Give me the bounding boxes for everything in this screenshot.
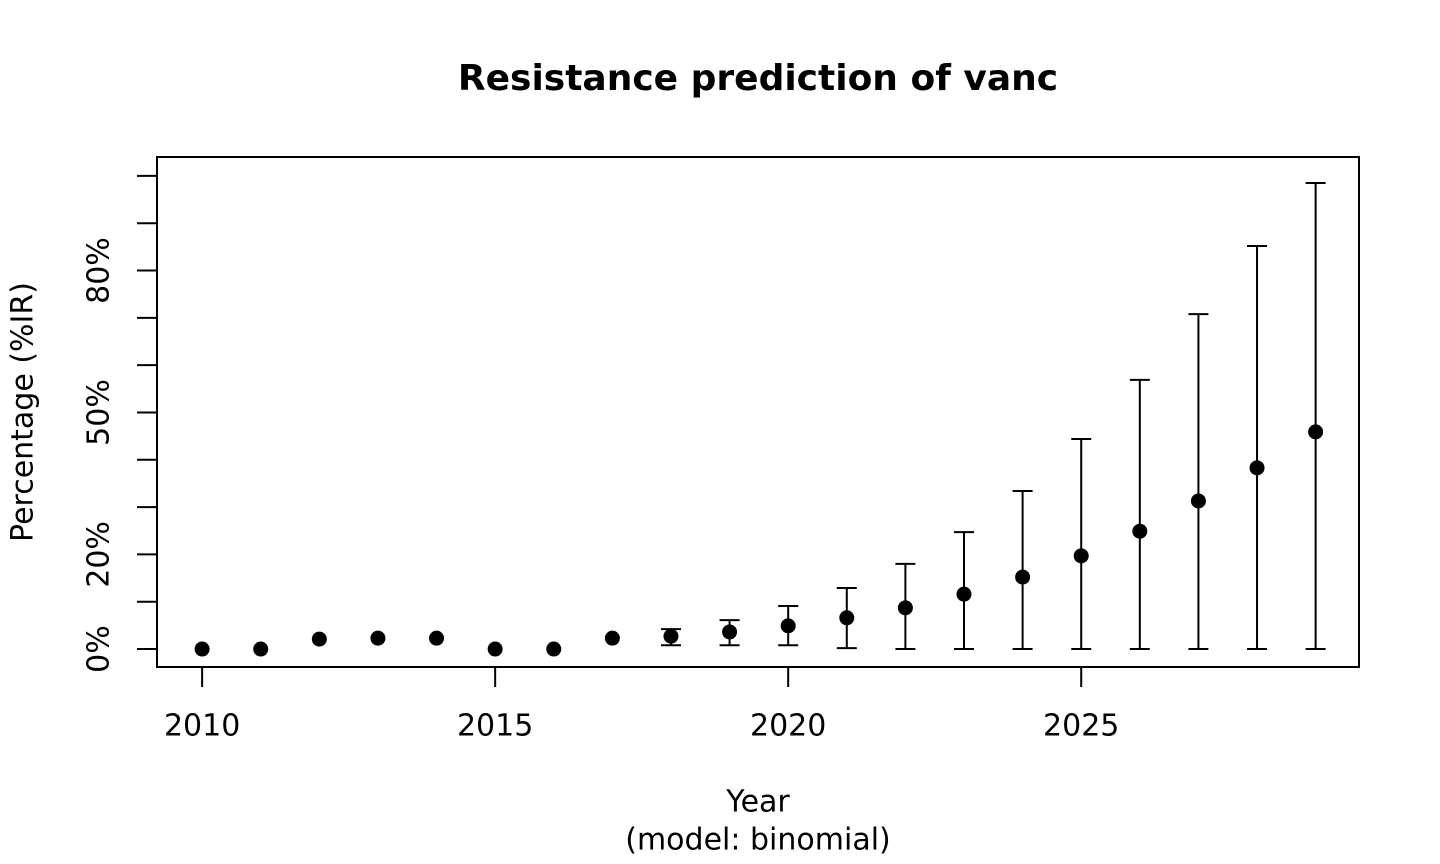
point bbox=[1190, 493, 1206, 509]
point bbox=[253, 641, 269, 657]
point bbox=[1132, 523, 1148, 539]
point bbox=[1249, 460, 1265, 476]
point bbox=[604, 630, 620, 646]
y-tick-label: 0% bbox=[82, 625, 117, 673]
point bbox=[956, 586, 972, 602]
point bbox=[780, 618, 796, 634]
x-axis-label: Year bbox=[725, 785, 790, 820]
x-tick-label: 2020 bbox=[750, 709, 826, 744]
point bbox=[429, 630, 445, 646]
point bbox=[897, 600, 913, 616]
point bbox=[546, 641, 562, 657]
point bbox=[1015, 569, 1031, 585]
point bbox=[194, 641, 210, 657]
y-tick-label: 80% bbox=[82, 237, 117, 304]
point bbox=[487, 641, 503, 657]
point bbox=[722, 624, 738, 640]
plot-frame bbox=[156, 156, 1360, 668]
x-tick-label: 2010 bbox=[164, 709, 240, 744]
x-tick-label: 2025 bbox=[1043, 709, 1119, 744]
chart-title: Resistance prediction of vanc bbox=[458, 58, 1058, 99]
point bbox=[1073, 548, 1089, 564]
x-tick-label: 2015 bbox=[457, 709, 533, 744]
point bbox=[1308, 424, 1324, 440]
x-axis-sublabel: (model: binomial) bbox=[625, 823, 891, 858]
point bbox=[370, 630, 386, 646]
y-tick-label: 50% bbox=[82, 379, 117, 446]
y-tick-label: 20% bbox=[82, 521, 117, 588]
y-axis-label: Percentage (%IR) bbox=[6, 282, 41, 542]
point bbox=[839, 610, 855, 626]
point bbox=[663, 628, 679, 644]
point bbox=[311, 631, 327, 647]
